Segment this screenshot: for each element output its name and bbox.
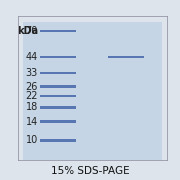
Bar <box>40 56 76 58</box>
Bar <box>40 86 76 88</box>
Bar <box>40 120 76 123</box>
Text: 10: 10 <box>26 135 38 145</box>
Text: kDa: kDa <box>17 26 38 37</box>
Text: 22: 22 <box>25 91 38 101</box>
Text: 70: 70 <box>25 26 38 36</box>
Bar <box>40 95 76 97</box>
Text: 33: 33 <box>26 68 38 78</box>
Text: 44: 44 <box>26 52 38 62</box>
Text: 14: 14 <box>26 116 38 127</box>
Bar <box>18 16 167 160</box>
Bar <box>40 106 76 109</box>
Text: 15% SDS-PAGE: 15% SDS-PAGE <box>51 165 129 176</box>
Bar <box>40 72 76 74</box>
Text: 18: 18 <box>26 102 38 112</box>
Bar <box>108 56 144 58</box>
Bar <box>40 139 76 142</box>
Text: 26: 26 <box>25 82 38 92</box>
Bar <box>40 30 76 32</box>
